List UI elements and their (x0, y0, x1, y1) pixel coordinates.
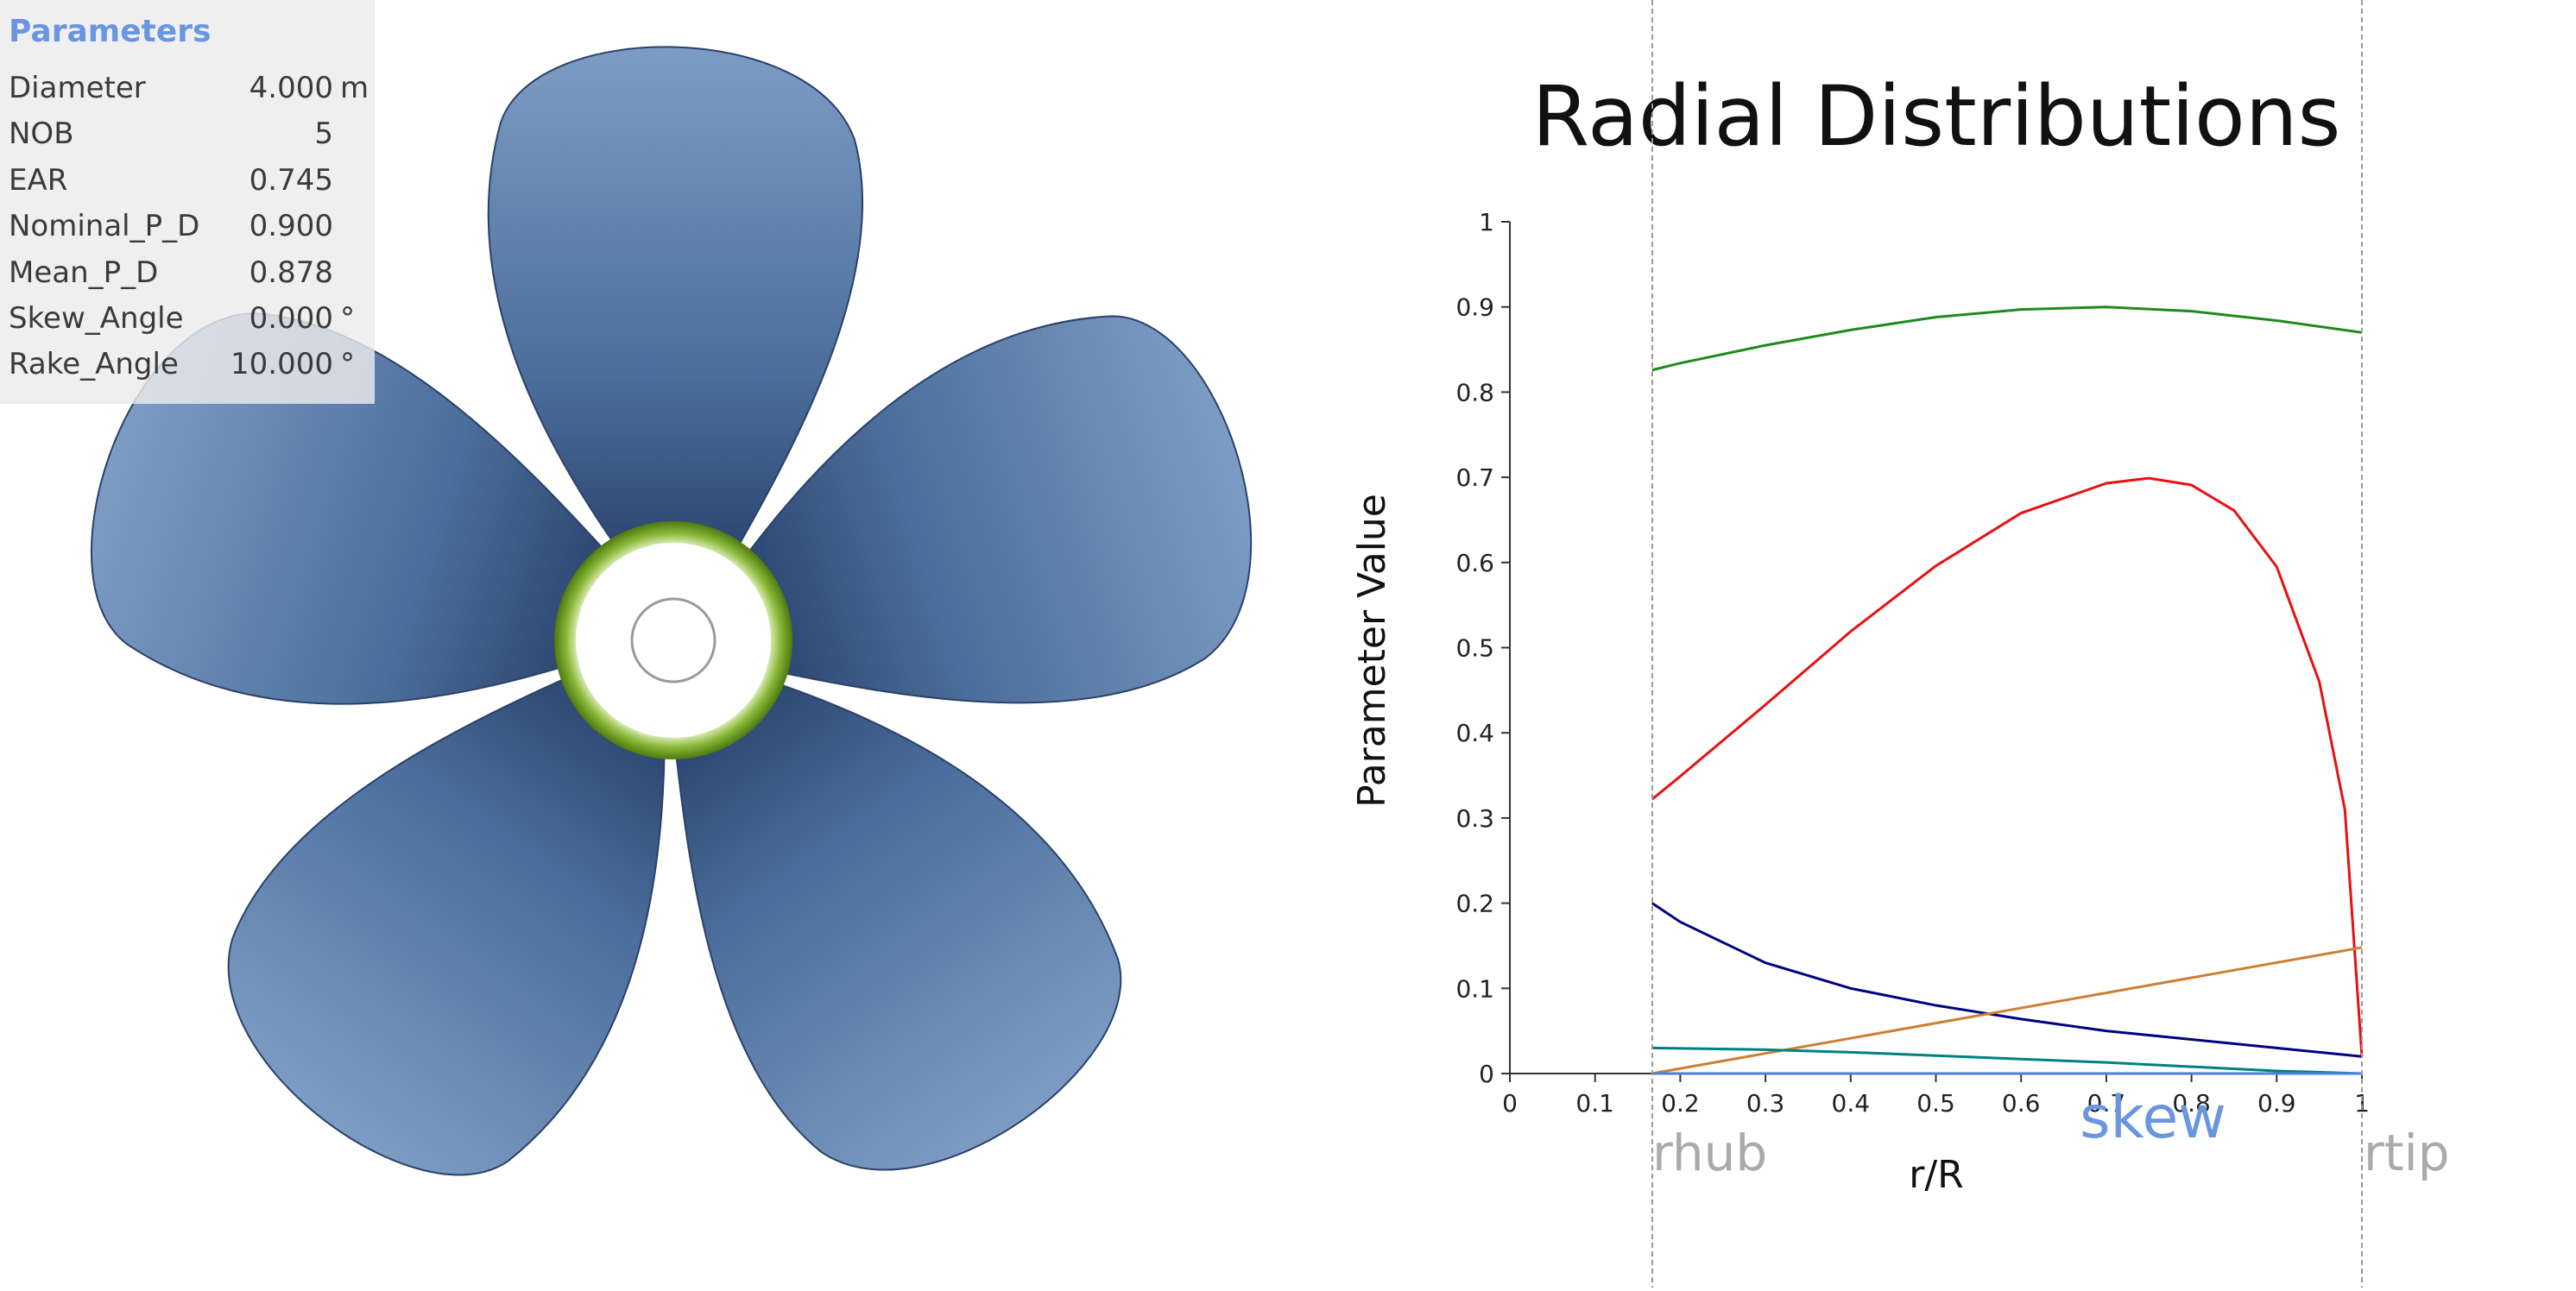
param-value: 10.000 (230, 347, 333, 382)
series-line (1651, 1046, 2363, 1075)
param-value: 0.000 (249, 300, 333, 336)
param-row-diameter: Diameter 4.000 m (9, 66, 369, 111)
param-name: Nominal_P_D (9, 209, 200, 244)
param-value: 0.878 (249, 255, 333, 290)
x-tick-label: 0.1 (1575, 1089, 1614, 1118)
param-row-rake-angle: Rake_Angle 10.000 ° (9, 342, 366, 387)
y-tick-label: 1 (1479, 208, 1494, 236)
param-row-nob: NOB 5 (9, 111, 366, 157)
x-tick-label: 0.5 (1916, 1089, 1955, 1118)
y-tick-label: 0 (1479, 1060, 1494, 1088)
y-tick-label: 0.3 (1455, 804, 1494, 833)
param-row-ear: EAR 0.745 (9, 158, 366, 204)
param-value: 5 (314, 117, 333, 152)
param-row-nominal-p-d: Nominal_P_D 0.900 (9, 204, 366, 249)
shaft-bore (630, 597, 717, 683)
param-value: 0.745 (249, 162, 333, 198)
param-name: Rake_Angle (9, 347, 179, 382)
param-name: Mean_P_D (9, 255, 159, 290)
param-name: NOB (9, 117, 74, 152)
y-tick-label: 0.1 (1455, 974, 1494, 1003)
x-axis-label: r/R (1909, 1153, 1964, 1197)
chart-title: Radial Distributions (1531, 68, 2340, 165)
parameters-panel: Parameters Diameter 4.000 m NOB 5 EAR 0.… (0, 0, 375, 404)
param-row-skew-angle: Skew_Angle 0.000 ° (9, 296, 366, 342)
chart-series (1651, 305, 2364, 1075)
propeller-blades (90, 46, 1253, 1176)
series-line (1651, 305, 2363, 372)
param-unit: ° (340, 347, 355, 382)
param-value: 0.900 (249, 209, 333, 244)
skew-label[interactable]: skew (2080, 1084, 2226, 1152)
series-line (1651, 476, 2364, 1057)
x-tick-label: 1 (2354, 1089, 2370, 1118)
propeller-view[interactable] (0, 0, 1338, 1288)
param-name: Skew_Angle (9, 300, 184, 336)
x-tick-label: 0 (1502, 1089, 1518, 1118)
x-tick-label: 0.2 (1661, 1089, 1700, 1118)
param-unit: ° (340, 300, 355, 336)
series-line (1651, 902, 2363, 1058)
y-tick-label: 0.8 (1455, 378, 1494, 406)
param-name: EAR (9, 162, 68, 198)
y-tick-label: 0.6 (1455, 549, 1494, 577)
param-value: 4.000 (249, 71, 333, 105)
chart-axes: 0 0.1 0.2 0.3 0.4 0.5 0.6 0.7 0.8 0.9 1 0 0.1 0.2 0.3 0… (1455, 208, 2369, 1118)
x-tick-label: 0.6 (2002, 1089, 2041, 1118)
x-tick-label: 0.7 (2087, 1089, 2126, 1118)
param-name: Diameter (9, 71, 146, 105)
param-unit: m (340, 71, 369, 105)
y-tick-label: 0.7 (1455, 463, 1494, 492)
x-tick-label: 0.4 (1832, 1089, 1871, 1118)
parameters-title: Parameters (9, 14, 212, 49)
series-line (1651, 946, 2363, 1075)
propeller-render[interactable] (0, 0, 1338, 1288)
x-tick-label: 0.8 (2172, 1089, 2211, 1118)
param-row-mean-p-d: Mean_P_D 0.878 (9, 250, 366, 296)
x-tick-label: 0.9 (2257, 1089, 2296, 1118)
x-tick-label: 0.3 (1746, 1089, 1785, 1118)
rtip-label[interactable]: rtip (2364, 1124, 2450, 1182)
y-tick-label: 0.5 (1455, 634, 1494, 663)
y-tick-label: 0.4 (1455, 719, 1494, 747)
y-axis-label: Parameter Value (1350, 494, 1394, 808)
y-tick-label: 0.9 (1455, 293, 1494, 322)
y-tick-label: 0.2 (1455, 890, 1494, 918)
rhub-label[interactable]: rhub (1652, 1124, 1767, 1182)
